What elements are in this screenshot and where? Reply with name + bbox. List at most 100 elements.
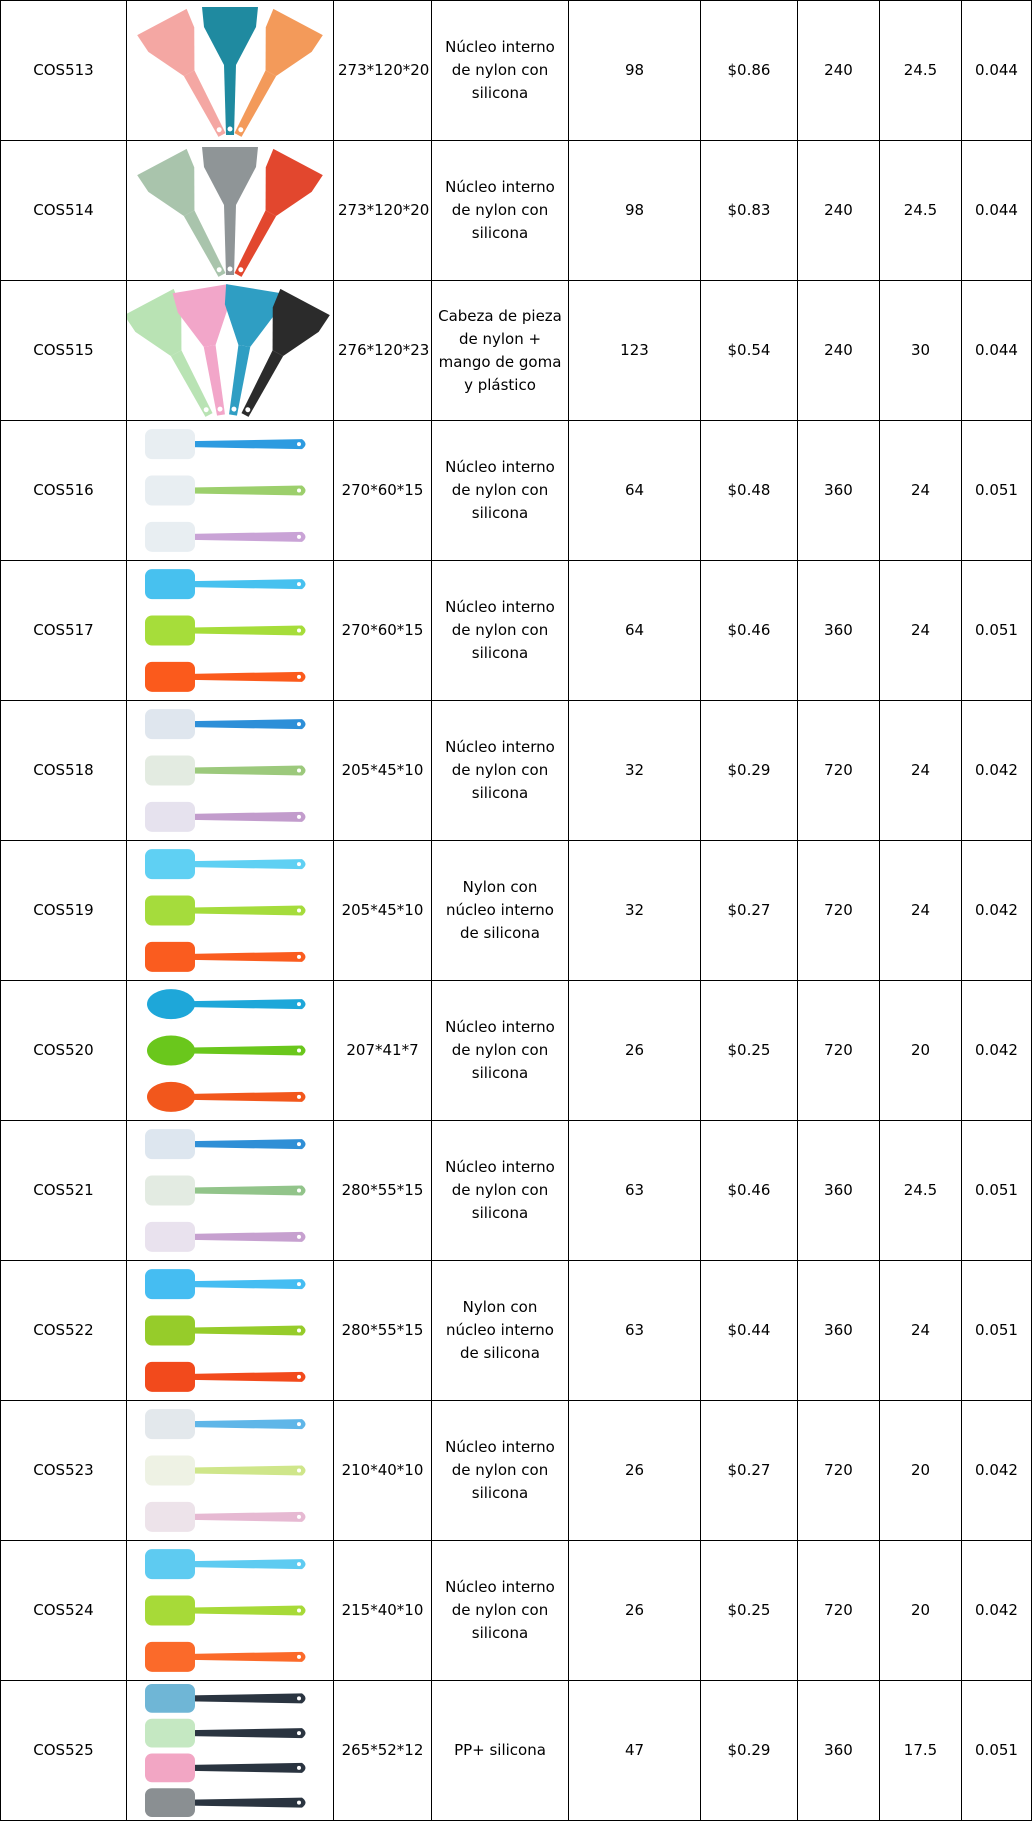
- utensil: [145, 709, 306, 740]
- utensil-head: [145, 1455, 195, 1486]
- utensil-handle: [191, 625, 306, 636]
- utensil-handle: [191, 1231, 306, 1242]
- table-cell: 210*40*10: [333, 1400, 432, 1541]
- utensil: [224, 284, 282, 416]
- utensil: [145, 801, 306, 832]
- utensil-handle: [241, 350, 284, 417]
- utensil: [145, 1595, 306, 1626]
- utensil: [145, 1269, 306, 1300]
- table-cell: Núcleo interno de nylon con silicona: [431, 560, 569, 701]
- utensil-head: [145, 1129, 195, 1160]
- utensil-handle: [191, 1693, 306, 1704]
- utensil-hole: [297, 1608, 301, 1613]
- utensil: [145, 849, 306, 880]
- product-image: [145, 569, 306, 692]
- table-cell: $0.29: [700, 700, 798, 841]
- product-image: [145, 1129, 306, 1252]
- table-cell: 0.051: [961, 1120, 1032, 1261]
- image-cell: [126, 140, 334, 281]
- utensil-head: [145, 849, 195, 880]
- utensil-head: [202, 147, 258, 205]
- utensil-head: [145, 1409, 195, 1440]
- table-cell: $0.46: [700, 560, 798, 701]
- table-row: COS514 273*120*20 Núcleo interno de nylon …: [0, 140, 1032, 281]
- table-cell: 0.042: [961, 1540, 1032, 1681]
- utensil: [127, 288, 213, 417]
- table-cell: 265*52*12: [333, 1680, 432, 1821]
- utensil-head: [147, 1081, 195, 1112]
- table-cell: 270*60*15: [333, 420, 432, 561]
- utensil: [145, 1788, 306, 1817]
- utensil-head: [137, 8, 195, 77]
- utensil-hole: [297, 814, 301, 819]
- table-cell: 240: [797, 140, 880, 281]
- utensil-hole: [297, 1282, 301, 1287]
- table-row: COS519 205*45*10 Nylon con núcleo interno …: [0, 840, 1032, 981]
- table-cell: 0.042: [961, 980, 1032, 1121]
- utensil-handle: [191, 1651, 306, 1662]
- utensil-head: [145, 1718, 195, 1748]
- utensil-hole: [297, 488, 301, 493]
- table-cell: 0.044: [961, 280, 1032, 421]
- utensil-head: [145, 801, 195, 832]
- utensil-hole: [238, 267, 244, 273]
- table-cell: 26: [568, 1540, 701, 1681]
- utensil-hole: [238, 127, 244, 133]
- image-cell: [126, 280, 334, 421]
- product-image: [127, 284, 330, 417]
- utensil: [145, 1221, 306, 1252]
- utensil-hole: [297, 1562, 301, 1567]
- utensil-handle: [191, 951, 306, 962]
- table-cell: 20: [879, 1540, 962, 1681]
- utensil-head: [145, 475, 195, 506]
- table-cell: 20: [879, 980, 962, 1121]
- utensil: [145, 1129, 306, 1160]
- table-cell: 32: [568, 700, 701, 841]
- utensil: [137, 8, 226, 137]
- image-cell: [126, 0, 334, 141]
- table-cell: 63: [568, 1120, 701, 1261]
- table-row: COS521 280*55*15 Núcleo interno de nylon c…: [0, 1120, 1032, 1261]
- table-cell: 32: [568, 840, 701, 981]
- table-cell: $0.25: [700, 980, 798, 1121]
- table-cell: 24: [879, 1260, 962, 1401]
- utensil-handle: [170, 350, 213, 417]
- table-cell: 24.5: [879, 0, 962, 141]
- utensil-head: [145, 755, 195, 786]
- utensil-head: [272, 288, 330, 357]
- table-cell: 205*45*10: [333, 700, 432, 841]
- utensil-hole: [297, 722, 301, 727]
- utensil-head: [145, 615, 195, 646]
- table-cell: 0.051: [961, 560, 1032, 701]
- utensil-head: [145, 1684, 195, 1713]
- table-row: COS515 276*120*23 Cabeza de pieza de nylon…: [0, 280, 1032, 421]
- utensil-hole: [231, 406, 237, 412]
- utensil: [145, 1718, 306, 1748]
- utensil-hole: [216, 267, 222, 273]
- table-cell: Nylon con núcleo interno de silicona: [431, 1260, 569, 1401]
- table-cell: COS522: [0, 1260, 127, 1401]
- utensil-head: [145, 661, 195, 692]
- utensil: [145, 1175, 306, 1206]
- table-row: COS517 270*60*15 Núcleo interno de nylon c…: [0, 560, 1032, 701]
- table-cell: 30: [879, 280, 962, 421]
- utensil-handle: [191, 1091, 306, 1102]
- table-cell: COS521: [0, 1120, 127, 1261]
- table-cell: 47: [568, 1680, 701, 1821]
- table-cell: 273*120*20: [333, 0, 432, 141]
- utensil-head: [145, 1315, 195, 1346]
- image-cell: [126, 1260, 334, 1401]
- utensil-handle: [191, 811, 306, 822]
- table-cell: 720: [797, 1540, 880, 1681]
- table-cell: 240: [797, 280, 880, 421]
- utensil-head: [265, 148, 323, 217]
- utensil-hole: [216, 127, 222, 133]
- utensil-head: [145, 1595, 195, 1626]
- utensil-head: [172, 284, 230, 347]
- utensil-hole: [297, 674, 301, 679]
- utensil-handle: [191, 859, 306, 870]
- table-cell: 0.042: [961, 1400, 1032, 1541]
- utensil-hole: [297, 582, 301, 587]
- utensil-hole: [297, 1328, 301, 1333]
- utensil-handle: [191, 1371, 306, 1382]
